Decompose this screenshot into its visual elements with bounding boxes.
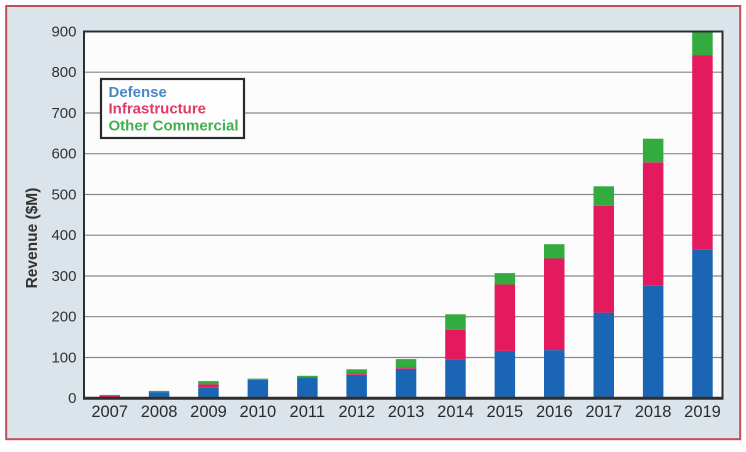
svg-text:500: 500 <box>51 187 76 204</box>
svg-text:300: 300 <box>51 268 76 285</box>
svg-text:100: 100 <box>51 350 76 367</box>
svg-text:0: 0 <box>68 390 76 407</box>
svg-text:Revenue ($M): Revenue ($M) <box>24 188 41 289</box>
svg-text:2011: 2011 <box>290 403 325 421</box>
svg-text:2008: 2008 <box>141 403 178 421</box>
svg-text:Defense: Defense <box>109 84 167 101</box>
svg-text:900: 900 <box>51 24 76 41</box>
svg-text:2007: 2007 <box>91 403 128 421</box>
svg-text:800: 800 <box>51 64 76 81</box>
svg-text:2013: 2013 <box>388 403 425 421</box>
svg-text:2010: 2010 <box>240 403 277 421</box>
svg-text:600: 600 <box>51 146 76 163</box>
svg-text:2018: 2018 <box>635 403 672 421</box>
svg-text:2019: 2019 <box>684 403 721 421</box>
svg-text:2014: 2014 <box>437 403 474 421</box>
svg-text:200: 200 <box>51 309 76 326</box>
svg-text:700: 700 <box>51 105 76 122</box>
svg-text:2017: 2017 <box>585 403 622 421</box>
svg-text:Infrastructure: Infrastructure <box>109 101 207 118</box>
svg-text:2016: 2016 <box>536 403 573 421</box>
svg-text:400: 400 <box>51 227 76 244</box>
svg-text:Other Commercial: Other Commercial <box>109 118 239 135</box>
svg-text:2012: 2012 <box>338 403 375 421</box>
svg-text:2015: 2015 <box>487 403 524 421</box>
svg-text:2009: 2009 <box>190 403 227 421</box>
